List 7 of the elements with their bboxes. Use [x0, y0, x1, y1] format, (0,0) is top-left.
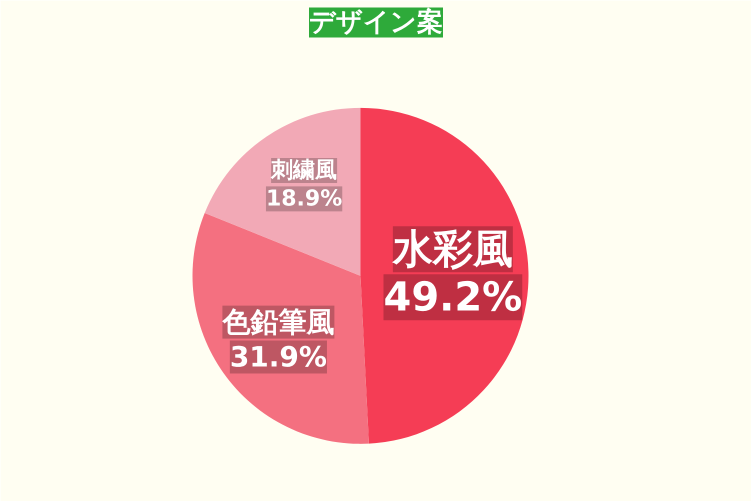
data-label: 18.9%	[266, 186, 342, 212]
slice-label: 水彩風	[390, 226, 513, 272]
chart-title: デザイン案	[309, 8, 443, 38]
slice-label: 色鉛筆風	[221, 306, 334, 339]
data-label: 31.9%	[230, 340, 327, 374]
data-label: 49.2%	[383, 274, 522, 320]
slice-label: 刺繍風	[270, 158, 338, 184]
